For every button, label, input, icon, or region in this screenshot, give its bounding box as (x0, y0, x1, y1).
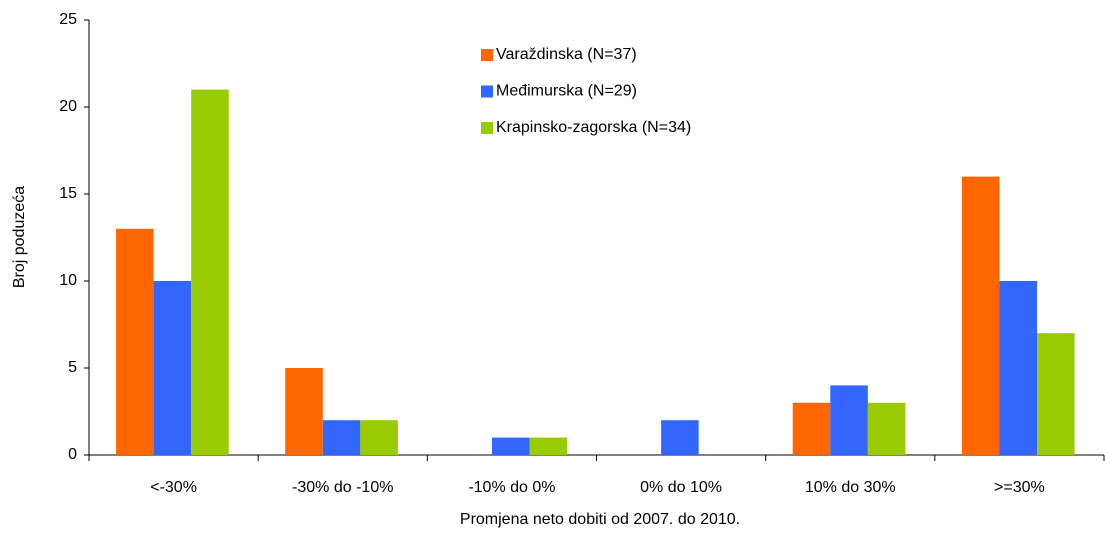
legend-label: Krapinsko-zagorska (N=34) (496, 119, 691, 136)
bar (491, 437, 530, 455)
bar (661, 420, 699, 455)
bar (830, 385, 868, 455)
bar (792, 402, 831, 455)
bar (867, 402, 906, 455)
x-tick-label: 0% do 10% (640, 479, 722, 496)
y-axis-title: Broj poduzeća (11, 186, 28, 288)
x-tick-label: <-30% (150, 479, 197, 496)
bar (529, 437, 568, 455)
x-tick-label: -30% do -10% (292, 479, 393, 496)
bar (153, 281, 192, 455)
legend-swatch (481, 49, 493, 61)
y-tick-label: 5 (68, 359, 77, 376)
bar (360, 420, 398, 455)
bar (961, 176, 1000, 455)
y-tick-label: 25 (59, 11, 77, 28)
y-tick-label: 15 (59, 185, 77, 202)
legend-swatch (481, 122, 493, 134)
bar (999, 281, 1038, 455)
bar (191, 89, 229, 455)
y-tick-label: 20 (59, 98, 77, 115)
bar (285, 368, 323, 455)
legend-swatch (481, 85, 493, 98)
legend-label: Varaždinska (N=37) (496, 46, 637, 63)
x-tick-label: -10% do 0% (468, 479, 555, 496)
bar (322, 420, 361, 455)
y-tick-label: 0 (68, 446, 77, 463)
bar (116, 228, 154, 455)
bar (1037, 333, 1075, 455)
y-tick-label: 10 (59, 272, 77, 289)
x-tick-label: >=30% (994, 479, 1045, 496)
legend-label: Međimurska (N=29) (496, 83, 637, 100)
x-tick-label: 10% do 30% (805, 479, 896, 496)
x-axis-title: Promjena neto dobiti od 2007. do 2010. (460, 511, 740, 528)
